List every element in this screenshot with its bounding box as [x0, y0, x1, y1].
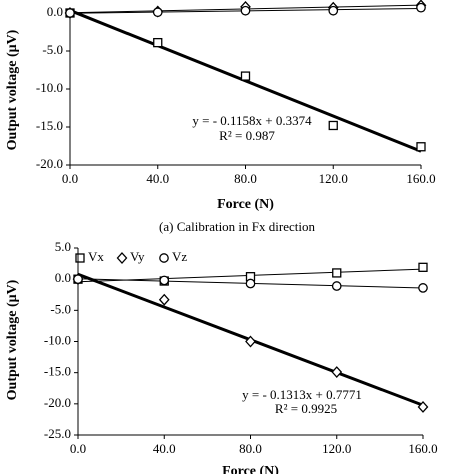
marker-circle — [418, 283, 428, 293]
annotation: y = - 0.1313x + 0.7771 — [242, 387, 362, 402]
y-tick-label: -10.0 — [36, 80, 63, 95]
marker-square — [332, 268, 342, 278]
x-tick-label: 0.0 — [62, 171, 78, 186]
marker-circle — [240, 5, 251, 16]
x-tick-label: 0.0 — [70, 441, 86, 456]
y-axis-label: Output voltage (μV) — [5, 279, 20, 400]
y-tick-label: -5.0 — [50, 301, 71, 316]
y-axis-label: Output voltage (μV) — [5, 29, 20, 150]
marker-square — [240, 71, 251, 81]
legend-label: Vx — [88, 249, 104, 264]
marker-diamond — [417, 400, 429, 413]
legend-label: Vz — [172, 249, 187, 264]
marker-diamond — [331, 366, 343, 379]
marker-square — [328, 120, 338, 131]
marker-circle — [328, 5, 339, 16]
marker-circle — [73, 274, 83, 285]
marker-circle — [159, 275, 170, 286]
y-tick-label: -5.0 — [42, 42, 63, 57]
annotation: R² = 0.987 — [219, 128, 275, 143]
x-tick-label: 120.0 — [319, 171, 348, 186]
y-tick-label: -15.0 — [36, 118, 63, 133]
y-tick-label: -20.0 — [44, 395, 71, 410]
marker-circle — [152, 7, 163, 18]
marker-circle — [65, 8, 75, 18]
y-tick-label: 0.0 — [55, 270, 71, 285]
trend-line — [69, 9, 422, 153]
marker-square — [75, 253, 85, 263]
x-tick-label: 40.0 — [146, 171, 169, 186]
marker-square — [418, 262, 428, 272]
x-tick-label: 120.0 — [322, 441, 351, 456]
marker-circle — [159, 253, 169, 263]
marker-diamond — [158, 293, 170, 306]
marker-square — [416, 142, 426, 152]
x-tick-label: 160.0 — [408, 441, 437, 456]
x-tick-label: 40.0 — [153, 441, 176, 456]
marker-square — [153, 37, 163, 48]
y-tick-label: -15.0 — [44, 364, 71, 379]
annotation: y = - 0.1158x + 0.3374 — [192, 113, 312, 128]
annotation: R² = 0.9925 — [275, 401, 337, 416]
marker-diamond — [116, 252, 128, 264]
y-tick-label: -25.0 — [44, 426, 71, 441]
x-axis-label: Force (N) — [217, 197, 274, 212]
y-tick-label: 0.0 — [47, 4, 63, 19]
marker-circle — [331, 281, 342, 291]
y-tick-label: -20.0 — [36, 156, 63, 171]
legend-label: Vy — [130, 249, 145, 264]
caption: (a) Calibration in Fx direction — [159, 219, 315, 234]
marker-circle — [416, 2, 426, 13]
x-tick-label: 80.0 — [239, 441, 262, 456]
y-tick-label: 5.0 — [55, 239, 71, 254]
x-tick-label: 80.0 — [234, 171, 257, 186]
marker-diamond — [245, 335, 256, 348]
x-axis-label: Force (N) — [222, 464, 279, 474]
y-tick-label: -10.0 — [44, 332, 71, 347]
marker-circle — [245, 278, 256, 289]
x-tick-label: 160.0 — [406, 171, 435, 186]
